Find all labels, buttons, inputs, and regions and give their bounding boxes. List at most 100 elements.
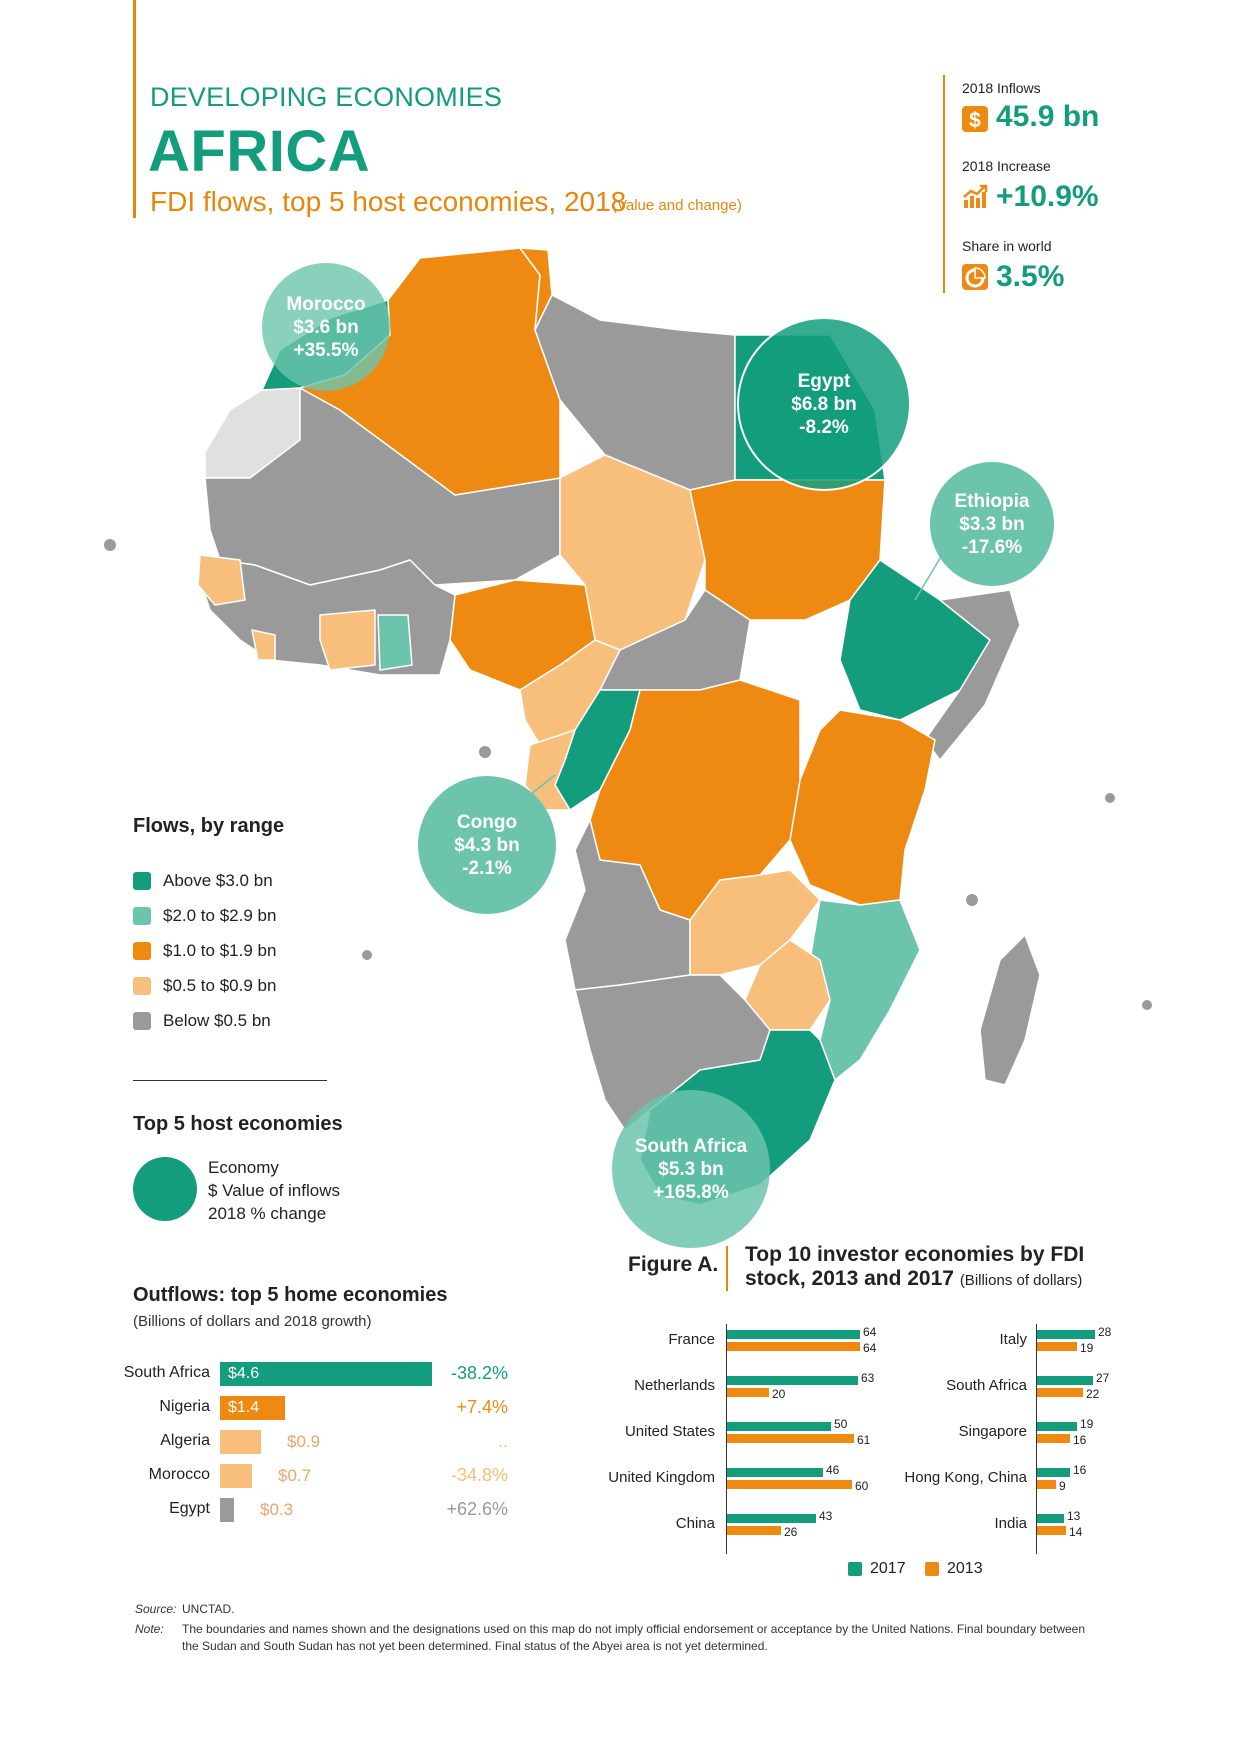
bubble-south-africa-country: South Africa [634,1135,748,1157]
legend-label: Below $0.5 bn [163,1011,271,1030]
figure-value-label: 50 [834,1417,848,1431]
island-cape-verde [104,539,116,551]
legend-swatch [133,977,151,995]
legend-swatch [133,942,151,960]
figure-category-label: Singapore [958,1423,1027,1440]
figure-value-label: 22 [1086,1387,1100,1401]
bubble-ethiopia-value: $3.3 bn [959,513,1025,535]
figure-bar-2017 [1037,1514,1064,1523]
legend-swatch [133,872,151,890]
island-st-helena [362,950,372,960]
africa-choropleth-map [104,247,1152,1206]
outflow-growth-label: -38.2% [450,1363,508,1383]
source-label: Source: [135,1602,177,1616]
outflow-bar [220,1362,432,1386]
outflow-growth-label: +62.6% [446,1499,508,1519]
figure-bar-2013 [727,1388,769,1397]
dollar-icon: $ [962,106,988,132]
title-accent-rule [133,0,136,218]
outflow-country-label: South Africa [123,1364,210,1381]
outflow-growth-label: +7.4% [456,1397,508,1417]
trend-up-chart-icon [963,184,988,208]
legend-swatch-2013 [925,1562,939,1576]
bubble-ethiopia-country: Ethiopia [954,490,1030,512]
figure-category-label: United Kingdom [608,1469,715,1486]
legend-title: Flows, by range [133,815,285,837]
bubble-south-africa-value: $5.3 bn [658,1158,724,1180]
bubble-south-africa: South Africa $5.3 bn +165.8% [612,1090,770,1248]
outflow-value-label: $0.7 [278,1466,312,1485]
figure-value-label: 64 [863,1341,877,1355]
outflow-country-label: Nigeria [159,1398,210,1415]
figure-bar-2013 [727,1342,860,1351]
figure-label: Figure A. [628,1253,719,1276]
figure-bar-2013 [727,1434,854,1443]
figure-legend-2017: 2017 [848,1560,906,1578]
figure-category-label: United States [624,1423,715,1440]
bubble-egypt-change: -8.2% [799,416,849,438]
kpi-increase-label: 2018 Increase [962,158,1051,174]
legend-swatch-2017 [848,1562,862,1576]
figure-value-label: 28 [1098,1325,1112,1339]
outflow-value-label: $4.6 [228,1365,260,1382]
bubble-morocco-country: Morocco [286,293,366,315]
legend-item-above-3: Above $3.0 bn [133,871,273,891]
figure-value-label: 16 [1073,1433,1087,1447]
legend-label: Above $3.0 bn [163,871,273,890]
region-east-africa [789,709,936,906]
legend-divider [133,1080,327,1081]
outflow-growth-label: .. [497,1431,508,1451]
figure-value-label: 64 [863,1325,877,1339]
figure-value-label: 27 [1096,1371,1110,1385]
figure-bar-2013 [1037,1480,1056,1489]
figure-title: Top 10 investor economies by FDI stock, … [745,1243,1125,1293]
figure-bar-2017 [1037,1376,1093,1385]
page-subtitle: FDI flows, top 5 host economies, 2018 [150,186,627,217]
legend-swatch [133,907,151,925]
bubble-morocco: Morocco $3.6 bn +35.5% [262,263,390,391]
bubble-egypt-country: Egypt [797,370,851,392]
legend-item-05-to-09: $0.5 to $0.9 bn [133,976,276,996]
figure-bar-2017 [727,1376,858,1385]
figure-category-label: Hong Kong, China [904,1469,1027,1486]
figure-value-label: 61 [857,1433,871,1447]
figure-value-label: 14 [1069,1525,1083,1539]
island-seychelles [1105,793,1115,803]
outflow-country-label: Algeria [160,1432,210,1449]
bubble-congo: Congo $4.3 bn -2.1% [418,776,556,914]
figure-value-label: 16 [1073,1463,1087,1477]
legend-label-2017: 2017 [870,1560,906,1577]
figure-category-label: Italy [999,1331,1027,1348]
figure-value-label: 20 [772,1387,786,1401]
figure-category-label: India [994,1515,1027,1532]
figure-value-label: 19 [1080,1417,1094,1431]
bubble-ethiopia-change: -17.6% [961,536,1023,558]
figure-value-label: 60 [855,1479,869,1493]
region-sudan [689,479,886,621]
figure-category-label: France [668,1331,715,1348]
bubble-congo-value: $4.3 bn [454,834,520,856]
region-senegal-guinea [197,554,246,606]
outflow-country-label: Morocco [148,1466,210,1483]
outflow-bar [220,1430,261,1454]
top5-key-line-value: $ Value of inflows [208,1181,340,1200]
legend-label: $0.5 to $0.9 bn [163,976,277,995]
figure-value-label: 13 [1067,1509,1081,1523]
kpi-share-label: Share in world [962,238,1052,254]
figure-title-text: Top 10 investor economies by FDI stock, … [745,1243,1085,1290]
legend-item-below-05: Below $0.5 bn [133,1011,271,1031]
island-sao-tome [479,746,491,758]
congo-leader-line [529,774,556,796]
kpi-inflows-label: 2018 Inflows [962,80,1041,96]
top5-key-line-change: 2018 % change [208,1204,327,1223]
note-label: Note: [135,1622,164,1636]
legend-swatch [133,1012,151,1030]
figure-category-label: South Africa [946,1377,1027,1394]
region-ghana [377,614,413,671]
outflows-subtitle: (Billions of dollars and 2018 growth) [133,1313,372,1330]
kpi-increase-value: +10.9% [996,180,1099,213]
figure-bar-2013 [727,1526,781,1535]
outflow-country-label: Egypt [169,1500,210,1517]
region-somalia [924,589,1021,761]
outflow-value-label: $0.9 [287,1432,321,1451]
